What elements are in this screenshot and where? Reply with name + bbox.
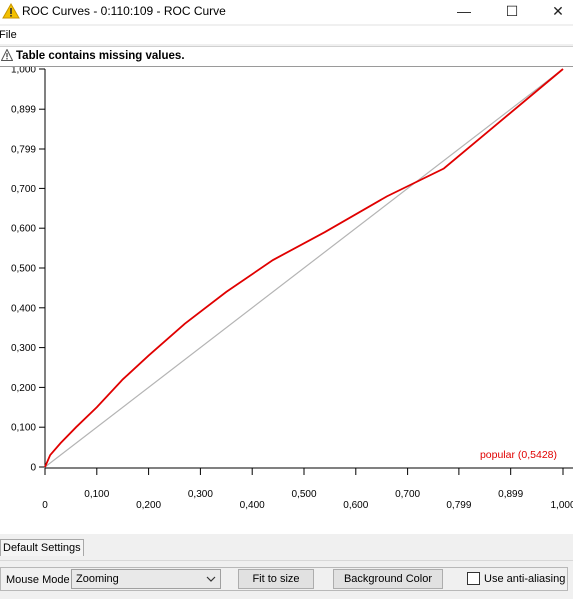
tab-default-settings[interactable]: Default Settings [0,539,84,556]
y-tick-label: 0,400 [11,303,36,314]
x-tick-label: 1,000 [550,500,573,511]
y-tick-label: 0 [30,463,36,474]
fit-to-size-button[interactable]: Fit to size [238,569,314,589]
diagonal-reference-line [44,68,564,468]
background-color-button[interactable]: Background Color [333,569,443,589]
y-tick-label: 0,300 [11,343,36,354]
roc-plot-area[interactable]: 1,000 0,899 0,799 0,700 0,600 0,500 0,400 0,300… [0,66,573,535]
close-button[interactable]: ✕ [552,3,564,19]
chevron-down-icon [206,576,216,582]
y-tick-label: 0,899 [11,105,36,116]
knime-warning-triangle-icon [2,3,20,19]
y-tick-label: 0,600 [11,224,36,235]
roc-curve-line [44,68,564,468]
menu-bar: File [0,26,573,44]
x-tick-label: 0 [42,500,48,511]
warning-triangle-icon [1,49,13,61]
x-tick-label: 0,500 [291,489,316,500]
roc-chart: 1,000 0,899 0,799 0,700 0,600 0,500 0,400 0,300… [11,67,573,511]
y-tick-label: 0,500 [11,264,36,275]
controls-frame [0,567,568,591]
mouse-mode-label: Mouse Mode [6,574,70,586]
x-tick-label: 0,400 [240,500,265,511]
mouse-mode-value: Zooming [76,573,119,585]
y-tick-label: 0,799 [11,144,36,155]
warning-bar: Table contains missing values. [0,46,573,67]
menu-file[interactable]: File [0,29,17,41]
anti-aliasing-label: Use anti-aliasing [484,573,566,585]
x-tick-label: 0,899 [498,489,523,500]
x-tick-label: 0,300 [188,489,213,500]
controls-panel: Mouse Mode Zooming Fit to size Backgroun… [0,560,573,599]
y-tick-label: 1,000 [11,67,36,76]
y-tick-label: 0,200 [11,383,36,394]
y-tick-label: 0,100 [11,423,36,434]
y-tick-label: 0,700 [11,184,36,195]
x-tick-label: 0,700 [395,489,420,500]
maximize-button[interactable]: ☐ [505,3,519,19]
x-tick-label: 0,600 [343,500,368,511]
x-tick-label: 0,100 [84,489,109,500]
x-tick-label: 0,200 [136,500,161,511]
minimize-button[interactable]: — [457,3,471,19]
mouse-mode-select[interactable]: Zooming [71,569,221,589]
x-tick-label: 0,799 [446,500,471,511]
window-titlebar: ROC Curves - 0:110:109 - ROC Curve — ☐ ✕ [0,0,573,24]
warning-message: Table contains missing values. [16,50,185,62]
window-title: ROC Curves - 0:110:109 - ROC Curve [22,4,226,18]
tab-strip: Default Settings [0,534,573,558]
anti-aliasing-checkbox[interactable] [467,572,480,585]
legend-entry: popular (0,5428) [480,449,557,461]
